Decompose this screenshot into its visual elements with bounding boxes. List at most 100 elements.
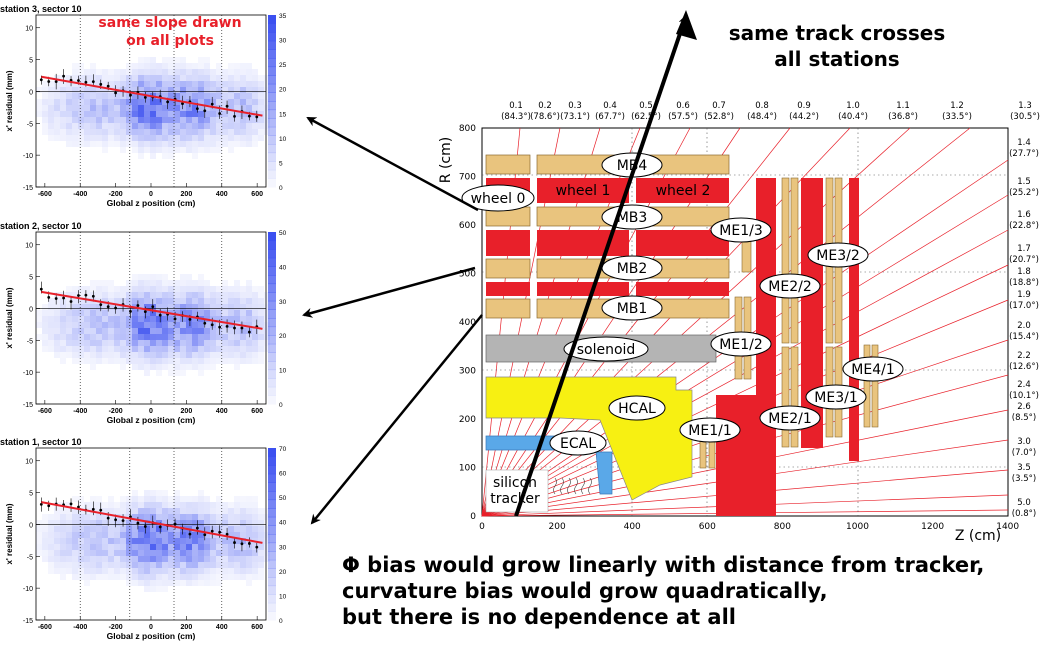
heat-cell [84, 310, 90, 316]
heat-cell [168, 526, 174, 532]
heat-cell [216, 352, 222, 358]
heat-cell [258, 568, 264, 574]
heat-cell [114, 526, 120, 532]
heat-cell [228, 117, 234, 123]
heat-cell [168, 328, 174, 334]
heat-cell [102, 520, 108, 526]
heat-cell [192, 93, 198, 99]
eta-angle: (33.5°) [942, 112, 972, 122]
heat-cell [210, 147, 216, 153]
heat-cell [150, 574, 156, 580]
x-tick-label: -400 [73, 624, 87, 631]
heat-cell [90, 550, 96, 556]
heat-cell [174, 310, 180, 316]
heat-cell [150, 508, 156, 514]
heat-cell [162, 346, 168, 352]
heat-cell [120, 310, 126, 316]
data-point [99, 82, 103, 86]
heat-cell [216, 93, 222, 99]
heat-cell [36, 544, 42, 550]
heat-cell [150, 556, 156, 562]
heat-cell [42, 93, 48, 99]
heat-cell [48, 304, 54, 310]
heat-cell [150, 153, 156, 159]
data-point [39, 287, 43, 291]
heat-cell [210, 105, 216, 111]
colorbar-cell [268, 491, 276, 501]
heat-cell [174, 340, 180, 346]
heat-cell [228, 562, 234, 568]
eta-angle: (48.4°) [747, 112, 777, 122]
arrow-to-station3 [306, 116, 479, 212]
heat-cell [54, 310, 60, 316]
z-tick-label: 0 [479, 522, 485, 532]
heat-cell [246, 358, 252, 364]
heat-cell [198, 580, 204, 586]
heat-cell [198, 358, 204, 364]
heat-cell [78, 556, 84, 562]
heat-cell [204, 358, 210, 364]
heat-cell [78, 135, 84, 141]
heat-cell [246, 526, 252, 532]
heat-cell [120, 292, 126, 298]
heat-cell [228, 69, 234, 75]
z-tick-label: 200 [549, 522, 566, 532]
heat-cell [234, 340, 240, 346]
heat-cell [156, 490, 162, 496]
heat-cell [60, 328, 66, 334]
heat-cell [150, 496, 156, 502]
heat-cell [126, 117, 132, 123]
heat-cell [246, 75, 252, 81]
heat-cell [48, 81, 54, 87]
heat-cell [150, 586, 156, 592]
heat-cell [258, 286, 264, 292]
heat-cell [132, 298, 138, 304]
heat-cell [216, 574, 222, 580]
heat-cell [72, 123, 78, 129]
detector-diagram: MB4 wheel 0 wheel 1 wheel 2 MB3 MB2 MB1 … [438, 101, 1040, 544]
heat-cell [42, 526, 48, 532]
heat-cell [222, 346, 228, 352]
heat-cell [150, 340, 156, 346]
heat-cell [48, 99, 54, 105]
heat-cell [228, 544, 234, 550]
heat-cell [246, 93, 252, 99]
eta-angle: (8.5°) [1012, 413, 1036, 423]
heat-cell [42, 556, 48, 562]
heat-cell [66, 292, 72, 298]
heat-cell [174, 574, 180, 580]
colorbar-cell [268, 118, 276, 128]
heat-cell [258, 514, 264, 520]
heat-cell [252, 304, 258, 310]
heat-cell [48, 544, 54, 550]
heat-cell [120, 574, 126, 580]
heat-cell [114, 358, 120, 364]
heat-cell [72, 292, 78, 298]
data-point [203, 321, 207, 325]
heat-cell [48, 298, 54, 304]
data-point [181, 102, 184, 105]
data-point [195, 107, 199, 111]
heat-cell [252, 75, 258, 81]
heat-cell [156, 568, 162, 574]
heat-cell [198, 298, 204, 304]
heat-cell [210, 69, 216, 75]
mb4-chamber-0 [485, 154, 531, 175]
heat-cell [210, 580, 216, 586]
heat-cell [222, 99, 228, 105]
heat-cell [168, 514, 174, 520]
heat-cell [174, 550, 180, 556]
heat-cell [126, 352, 132, 358]
eta-value: 1.7 [1017, 244, 1031, 254]
heat-cell [126, 105, 132, 111]
colorbar-cell [268, 559, 276, 569]
heat-cell [246, 81, 252, 87]
heat-cell [228, 508, 234, 514]
eta-value: 1.2 [950, 101, 964, 111]
heat-cell [228, 304, 234, 310]
colorbar-tick-label: 0 [279, 402, 283, 409]
data-point [39, 78, 43, 82]
heat-cell [252, 286, 258, 292]
heat-cell [204, 141, 210, 147]
